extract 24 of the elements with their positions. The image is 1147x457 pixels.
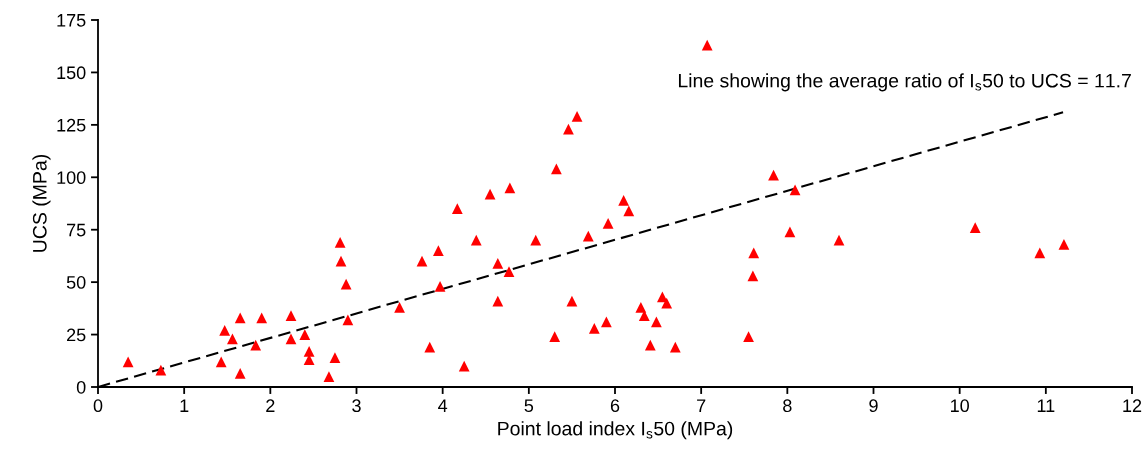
x-tick-label: 3 xyxy=(352,399,361,413)
x-tick-label: 10 xyxy=(951,399,969,413)
x-axis-title: Point load index I$_{s}$50 (MPa) xyxy=(498,421,733,440)
y-tick-label: 175 xyxy=(57,14,86,27)
x-tick-label: 8 xyxy=(783,399,792,413)
x-tick-label: 11 xyxy=(1037,399,1055,412)
y-tick-label: 75 xyxy=(67,223,86,237)
y-tick-label: 100 xyxy=(57,171,86,185)
x-tick-label: 7 xyxy=(697,399,706,412)
x-tick-label: 0 xyxy=(93,399,103,413)
x-tick-label: 1 xyxy=(180,399,189,412)
x-tick-label: 5 xyxy=(524,399,534,413)
y-tick-label: 0 xyxy=(76,380,86,394)
x-tick-label: 6 xyxy=(610,399,620,413)
y-axis-title: UCS (MPa) xyxy=(32,155,51,252)
y-tick-label: 25 xyxy=(67,328,86,342)
annotation: Line showing the average ratio of I$_{s}$50 to UCS = 11.7 xyxy=(678,73,1131,92)
x-tick-label: 9 xyxy=(869,399,878,413)
y-tick-label: 150 xyxy=(57,66,86,80)
y-tick-label: 125 xyxy=(57,118,86,132)
x-tick-label: 12 xyxy=(1123,399,1142,412)
x-tick-label: 2 xyxy=(266,399,275,412)
x-tick-label: 4 xyxy=(438,399,448,412)
y-tick-label: 50 xyxy=(66,276,86,289)
